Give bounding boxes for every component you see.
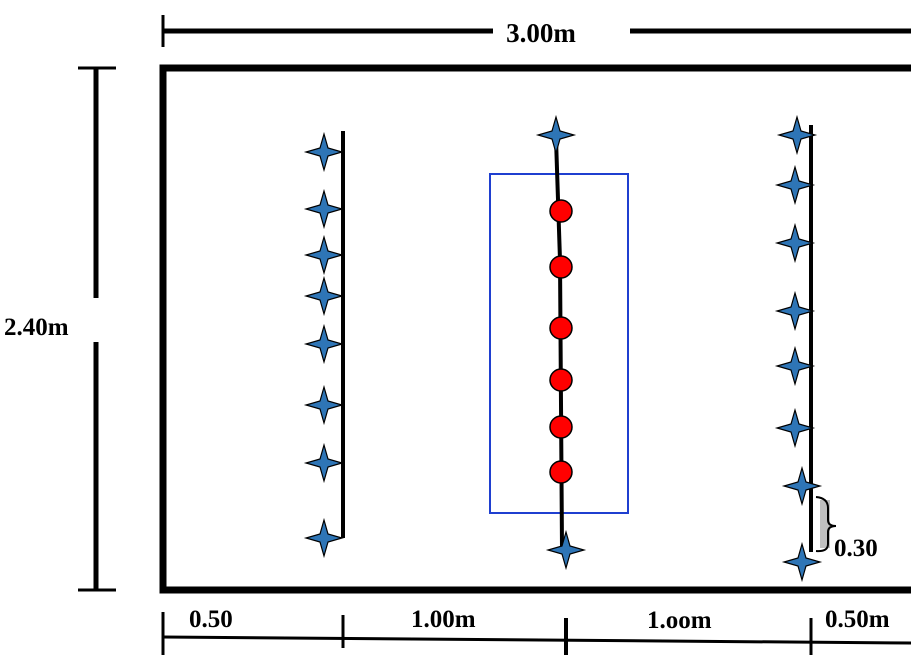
red-circle-icon: [549, 199, 573, 223]
bottom-segment-label: 0.50m: [825, 606, 890, 633]
brace-icon: [815, 496, 837, 553]
spacing-brace-fill: [820, 500, 830, 548]
bottom-dimension: 0.50 1.00m 1.oom 0.50m: [161, 606, 911, 655]
star-icon: [776, 166, 814, 204]
spacing-label: 0.30: [834, 535, 878, 562]
red-circle-icon: [549, 255, 573, 279]
star-icon: [776, 224, 814, 262]
red-circle-icon: [549, 460, 573, 484]
bottom-segment-label: 1.oom: [647, 607, 712, 634]
star-icon: [305, 236, 343, 274]
star-icon: [305, 444, 343, 482]
left-dimension: 2.40m: [4, 66, 116, 592]
star-icon: [305, 133, 343, 171]
star-icon: [783, 467, 821, 505]
star-icon: [305, 277, 343, 315]
star-icon: [547, 531, 585, 569]
left-dimension-label: 2.40m: [4, 314, 69, 341]
bottom-dimension-line: [162, 635, 911, 645]
red-circle-icon: [549, 415, 573, 439]
spacing-brace: 0.30: [815, 496, 878, 562]
left-row-stars: [305, 133, 343, 557]
bottom-segment-label: 0.50: [189, 606, 233, 633]
star-icon: [305, 386, 343, 424]
top-dimension: 3.00m: [161, 15, 911, 48]
star-icon: [776, 409, 814, 447]
top-dimension-label: 3.00m: [506, 18, 576, 48]
star-icon: [783, 543, 821, 581]
star-icon: [305, 325, 343, 363]
red-circle-icon: [549, 368, 573, 392]
star-icon: [305, 519, 343, 557]
star-icon: [305, 190, 343, 228]
right-row-stars: [776, 116, 821, 581]
red-circle-icon: [549, 316, 573, 340]
plot-boundary: [159, 64, 911, 594]
middle-row-circles: [549, 199, 573, 484]
star-icon: [776, 347, 814, 385]
bottom-segment-label: 1.00m: [411, 606, 476, 633]
star-icon: [776, 292, 814, 330]
star-icon: [537, 116, 575, 154]
